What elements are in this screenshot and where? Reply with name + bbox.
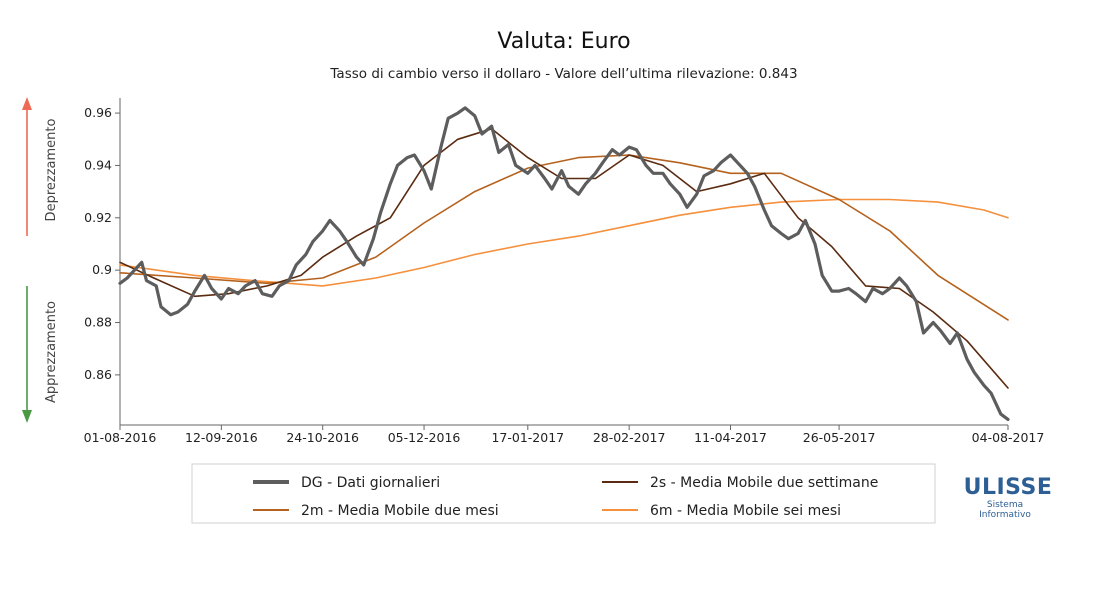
y-tick-label: 0.88 — [84, 315, 112, 330]
logo-line1: Sistema — [987, 500, 1023, 510]
y-tick-label: 0.92 — [84, 210, 112, 225]
legend-label-dg: DG - Dati giornalieri — [301, 475, 440, 491]
x-tick-label: 04-08-2017 — [972, 430, 1045, 445]
legend: DG - Dati giornalieri 2s - Media Mobile d… — [253, 475, 878, 519]
series-lines — [118, 106, 1010, 421]
chart-title: Valuta: Euro — [497, 29, 630, 54]
series-line-m6m — [119, 198, 1009, 287]
x-tick-label: 12-09-2016 — [185, 430, 258, 445]
logo-name: ULISSE — [964, 475, 1053, 500]
x-tick-label: 24-10-2016 — [286, 430, 359, 445]
legend-label-m6m: 6m - Media Mobile sei mesi — [650, 503, 841, 519]
y-tick-label: 0.96 — [84, 105, 112, 120]
x-ticks: 01-08-2016 12-09-2016 24-10-2016 05-12-2016… — [84, 425, 1045, 445]
legend-label-m2m: 2m - Media Mobile due mesi — [301, 503, 499, 519]
y-tick-label: 0.94 — [84, 157, 112, 172]
y-ticks: 0.86 0.88 0.9 0.92 0.94 0.96 — [84, 105, 120, 382]
y-label-appreciation: Apprezzamento — [44, 301, 59, 403]
y-tick-label: 0.86 — [84, 367, 112, 382]
y-label-depreciation: Deprezzamento — [44, 119, 59, 222]
series-line-m2s — [119, 128, 1009, 389]
x-tick-label: 26-05-2017 — [803, 430, 876, 445]
x-tick-label: 28-02-2017 — [593, 430, 666, 445]
appreciation-indicator: Apprezzamento — [22, 286, 59, 423]
series-line-m2m — [119, 154, 1009, 321]
y-tick-label: 0.9 — [92, 262, 112, 277]
chart-subtitle: Tasso di cambio verso il dollaro - Valor… — [329, 66, 797, 82]
down-arrow-icon — [22, 410, 32, 423]
legend-label-m2s: 2s - Media Mobile due settimane — [650, 475, 878, 491]
legend-box — [191, 463, 936, 524]
ulisse-logo: ULISSE Sistema Informativo — [964, 475, 1053, 520]
x-tick-label: 17-01-2017 — [491, 430, 564, 445]
x-tick-label: 11-04-2017 — [694, 430, 767, 445]
logo-line2: Informativo — [979, 510, 1031, 520]
series-line-dg — [118, 106, 1010, 421]
up-arrow-icon — [22, 97, 32, 110]
x-tick-label: 05-12-2016 — [388, 430, 461, 445]
x-tick-label: 01-08-2016 — [84, 430, 157, 445]
depreciation-indicator: Deprezzamento — [22, 97, 59, 236]
